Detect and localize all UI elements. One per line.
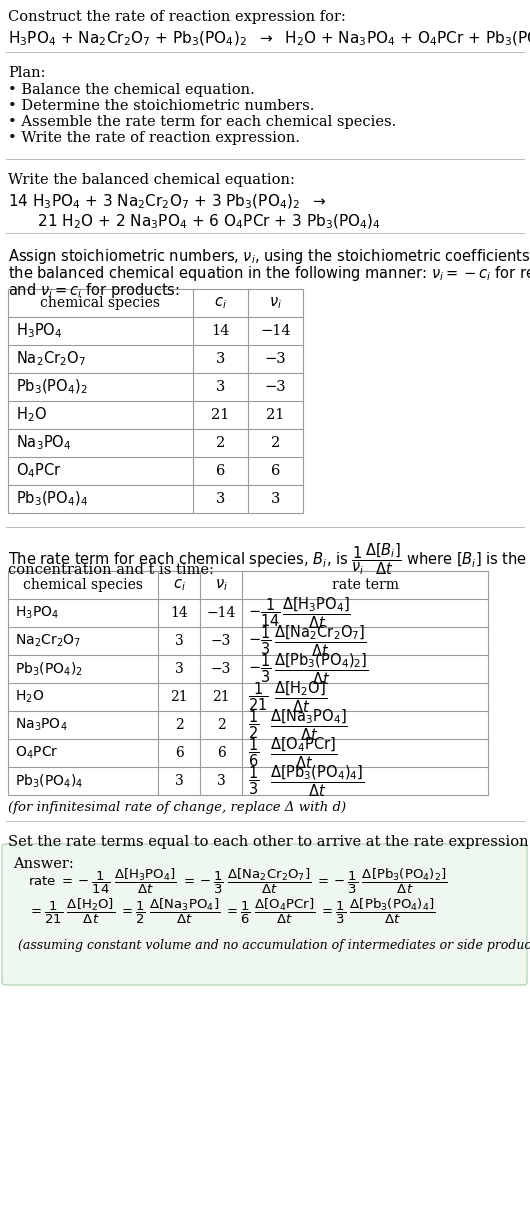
Text: $\nu_i$: $\nu_i$: [269, 296, 282, 310]
Text: $\dfrac{1}{21}$: $\dfrac{1}{21}$: [248, 681, 269, 713]
Text: $\dfrac{\Delta[\mathregular{Na_2Cr_2O_7}]}{\Delta t}$: $\dfrac{\Delta[\mathregular{Na_2Cr_2O_7}…: [274, 623, 366, 659]
Text: $\mathregular{H_2O}$: $\mathregular{H_2O}$: [16, 405, 47, 424]
Text: $\mathregular{O_4PCr}$: $\mathregular{O_4PCr}$: [16, 462, 62, 480]
Text: Write the balanced chemical equation:: Write the balanced chemical equation:: [8, 172, 295, 187]
Text: $= \dfrac{1}{21}$ $\dfrac{\Delta[\mathregular{H_2O}]}{\Delta t}$ $= \dfrac{1}{2}: $= \dfrac{1}{21}$ $\dfrac{\Delta[\mathre…: [28, 897, 436, 925]
Text: $\dfrac{\Delta[\mathregular{H_2O}]}{\Delta t}$: $\dfrac{\Delta[\mathregular{H_2O}]}{\Del…: [274, 679, 327, 715]
Text: rate term: rate term: [331, 578, 399, 593]
Text: chemical species: chemical species: [23, 578, 143, 593]
Text: $\dfrac{\Delta[\mathregular{Na_3PO_4}]}{\Delta t}$: $\dfrac{\Delta[\mathregular{Na_3PO_4}]}{…: [270, 707, 348, 743]
Text: −14: −14: [206, 606, 236, 620]
Text: $\nu_i$: $\nu_i$: [215, 577, 227, 593]
Text: $\mathregular{H_3PO_4}$ + $\mathregular{Na_2Cr_2O_7}$ + $\mathregular{Pb_3(PO_4): $\mathregular{H_3PO_4}$ + $\mathregular{…: [8, 30, 530, 48]
Text: and $\nu_i = c_i$ for products:: and $\nu_i = c_i$ for products:: [8, 281, 180, 301]
Bar: [8, 570, 488, 795]
Bar: [8, 290, 303, 513]
Text: $\dfrac{1}{6}$: $\dfrac{1}{6}$: [248, 737, 259, 769]
Text: (for infinitesimal rate of change, replace Δ with d): (for infinitesimal rate of change, repla…: [8, 801, 346, 814]
Text: $\mathregular{Na_2Cr_2O_7}$: $\mathregular{Na_2Cr_2O_7}$: [15, 633, 81, 649]
Text: 21 $\mathregular{H_2O}$ + 2 $\mathregular{Na_3PO_4}$ + 6 $\mathregular{O_4PCr}$ : 21 $\mathregular{H_2O}$ + 2 $\mathregula…: [23, 213, 381, 232]
Text: 3: 3: [216, 492, 225, 506]
Text: 6: 6: [174, 747, 183, 760]
Text: −3: −3: [264, 379, 286, 394]
Text: $\dfrac{1}{3}$: $\dfrac{1}{3}$: [248, 765, 259, 797]
Text: 3: 3: [216, 379, 225, 394]
Text: 3: 3: [216, 352, 225, 366]
Text: $\mathregular{Pb_3(PO_4)_2}$: $\mathregular{Pb_3(PO_4)_2}$: [16, 378, 87, 397]
Text: • Write the rate of reaction expression.: • Write the rate of reaction expression.: [8, 131, 300, 145]
Text: 2: 2: [216, 436, 225, 450]
Text: the balanced chemical equation in the following manner: $\nu_i = -c_i$ for react: the balanced chemical equation in the fo…: [8, 264, 530, 283]
Text: $\dfrac{\Delta[\mathregular{Pb_3(PO_4)_4}]}{\Delta t}$: $\dfrac{\Delta[\mathregular{Pb_3(PO_4)_4…: [270, 763, 365, 798]
Text: $c_i$: $c_i$: [173, 577, 185, 593]
Text: −14: −14: [260, 324, 291, 338]
Text: $\dfrac{\Delta[\mathregular{H_3PO_4}]}{\Delta t}$: $\dfrac{\Delta[\mathregular{H_3PO_4}]}{\…: [282, 595, 351, 631]
Text: 3: 3: [174, 662, 183, 676]
Text: 14 $\mathregular{H_3PO_4}$ + 3 $\mathregular{Na_2Cr_2O_7}$ + 3 $\mathregular{Pb_: 14 $\mathregular{H_3PO_4}$ + 3 $\mathreg…: [8, 193, 326, 212]
Text: 21: 21: [212, 690, 230, 703]
Text: The rate term for each chemical species, $B_i$, is $\dfrac{1}{\nu_i}\dfrac{\Delt: The rate term for each chemical species,…: [8, 541, 530, 577]
FancyBboxPatch shape: [2, 844, 527, 986]
Text: chemical species: chemical species: [40, 296, 161, 310]
Text: $\mathregular{O_4PCr}$: $\mathregular{O_4PCr}$: [15, 745, 58, 761]
Text: 21: 21: [211, 408, 229, 423]
Text: $\mathregular{H_3PO_4}$: $\mathregular{H_3PO_4}$: [16, 322, 63, 340]
Text: Set the rate terms equal to each other to arrive at the rate expression:: Set the rate terms equal to each other t…: [8, 835, 530, 849]
Text: 6: 6: [216, 464, 225, 478]
Text: $-\dfrac{1}{3}$: $-\dfrac{1}{3}$: [248, 653, 271, 685]
Text: −3: −3: [211, 662, 231, 676]
Text: $\mathregular{Pb_3(PO_4)_4}$: $\mathregular{Pb_3(PO_4)_4}$: [15, 772, 83, 790]
Text: $\mathregular{Pb_3(PO_4)_4}$: $\mathregular{Pb_3(PO_4)_4}$: [16, 490, 88, 508]
Text: • Assemble the rate term for each chemical species.: • Assemble the rate term for each chemic…: [8, 115, 396, 129]
Text: Assign stoichiometric numbers, $\nu_i$, using the stoichiometric coefficients, $: Assign stoichiometric numbers, $\nu_i$, …: [8, 246, 530, 266]
Text: $\mathregular{Na_3PO_4}$: $\mathregular{Na_3PO_4}$: [16, 434, 72, 452]
Text: 3: 3: [174, 634, 183, 648]
Text: 2: 2: [174, 718, 183, 732]
Text: 14: 14: [170, 606, 188, 620]
Text: (assuming constant volume and no accumulation of intermediates or side products): (assuming constant volume and no accumul…: [18, 939, 530, 952]
Text: 6: 6: [271, 464, 280, 478]
Text: −3: −3: [211, 634, 231, 648]
Text: 6: 6: [217, 747, 225, 760]
Text: 21: 21: [266, 408, 285, 423]
Text: rate $= -\dfrac{1}{14}$ $\dfrac{\Delta[\mathregular{H_3PO_4}]}{\Delta t}$ $= -\d: rate $= -\dfrac{1}{14}$ $\dfrac{\Delta[\…: [28, 866, 448, 896]
Text: 2: 2: [217, 718, 225, 732]
Text: Plan:: Plan:: [8, 67, 46, 80]
Text: $\mathregular{Na_3PO_4}$: $\mathregular{Na_3PO_4}$: [15, 717, 68, 733]
Text: −3: −3: [264, 352, 286, 366]
Text: $\mathregular{Pb_3(PO_4)_2}$: $\mathregular{Pb_3(PO_4)_2}$: [15, 660, 83, 678]
Text: concentration and t is time:: concentration and t is time:: [8, 563, 214, 577]
Text: Answer:: Answer:: [13, 857, 74, 871]
Text: • Determine the stoichiometric numbers.: • Determine the stoichiometric numbers.: [8, 99, 314, 113]
Text: 2: 2: [271, 436, 280, 450]
Text: $\mathregular{Na_2Cr_2O_7}$: $\mathregular{Na_2Cr_2O_7}$: [16, 350, 86, 368]
Text: $\dfrac{\Delta[\mathregular{O_4PCr}]}{\Delta t}$: $\dfrac{\Delta[\mathregular{O_4PCr}]}{\D…: [270, 736, 337, 771]
Text: • Balance the chemical equation.: • Balance the chemical equation.: [8, 83, 255, 97]
Text: 3: 3: [271, 492, 280, 506]
Text: $\dfrac{\Delta[\mathregular{Pb_3(PO_4)_2}]}{\Delta t}$: $\dfrac{\Delta[\mathregular{Pb_3(PO_4)_2…: [274, 652, 369, 686]
Text: $c_i$: $c_i$: [214, 296, 227, 310]
Text: $\mathregular{H_2O}$: $\mathregular{H_2O}$: [15, 689, 45, 705]
Text: 14: 14: [211, 324, 229, 338]
Text: Construct the rate of reaction expression for:: Construct the rate of reaction expressio…: [8, 10, 346, 23]
Text: 3: 3: [217, 774, 225, 788]
Text: $-\dfrac{1}{3}$: $-\dfrac{1}{3}$: [248, 625, 271, 658]
Text: $\mathregular{H_3PO_4}$: $\mathregular{H_3PO_4}$: [15, 605, 59, 621]
Text: 3: 3: [174, 774, 183, 788]
Text: 21: 21: [170, 690, 188, 703]
Text: $\dfrac{1}{2}$: $\dfrac{1}{2}$: [248, 708, 259, 742]
Text: $-\dfrac{1}{14}$: $-\dfrac{1}{14}$: [248, 596, 281, 630]
